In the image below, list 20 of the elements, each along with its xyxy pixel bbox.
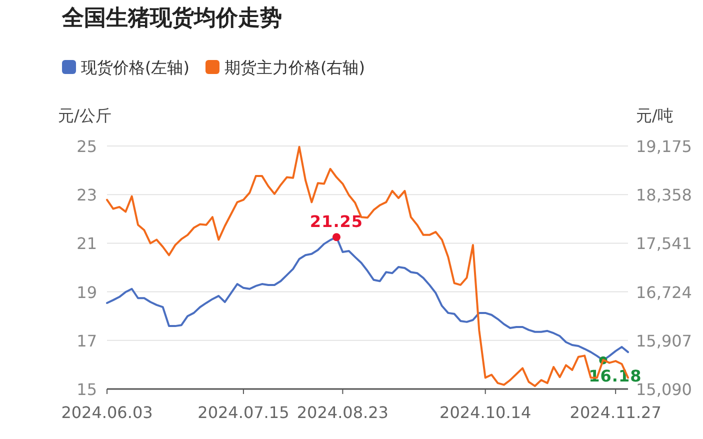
y2-tick-label: 19,175 xyxy=(636,137,692,156)
y2-tick-label: 17,541 xyxy=(636,234,692,254)
y-tick-label: 23 xyxy=(76,186,97,205)
y-tick-label: 17 xyxy=(76,331,97,350)
y-axis-title: 元/公斤 xyxy=(58,106,112,125)
y-tick-label: 15 xyxy=(76,380,97,399)
y-tick-label: 19 xyxy=(76,282,97,302)
y2-tick-label: 15,907 xyxy=(636,331,692,350)
y2-tick-label: 16,724 xyxy=(636,282,692,302)
x-tick-label: 2024.08.23 xyxy=(296,403,388,422)
y-tick-label: 21 xyxy=(76,234,97,254)
x-tick-label: 2024.07.15 xyxy=(198,403,290,422)
y-tick-label: 25 xyxy=(76,137,97,156)
data-label: 21.25 xyxy=(310,212,364,232)
x-tick-label: 2024.11.27 xyxy=(570,403,662,422)
x-tick-label: 2024.06.03 xyxy=(61,403,153,422)
y2-axis-title: 元/吨 xyxy=(636,106,674,125)
chart-title: 全国生猪现货均价走势 xyxy=(61,6,282,31)
x-tick-label: 2024.10.14 xyxy=(440,403,532,422)
y2-tick-label: 18,358 xyxy=(636,186,692,205)
